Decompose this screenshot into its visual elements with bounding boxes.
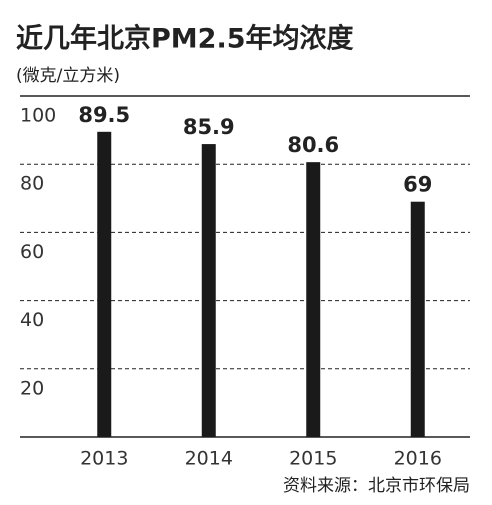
x-tick-label: 2015: [289, 448, 337, 470]
bar: [201, 144, 216, 437]
chart-title: 近几年北京PM2.5年均浓度: [16, 23, 354, 55]
value-label: 69: [403, 173, 432, 197]
y-tick-label: 100: [20, 105, 56, 127]
x-tick-label: 2016: [394, 448, 442, 470]
value-label: 85.9: [183, 115, 235, 139]
bar: [306, 162, 321, 438]
x-tick-label: 2013: [80, 448, 128, 470]
bar: [97, 131, 112, 437]
value-label: 89.5: [78, 103, 130, 127]
y-tick-label: 40: [20, 309, 44, 331]
chart-subtitle: (微克/立方米): [16, 66, 120, 86]
y-tick-label: 80: [20, 173, 44, 195]
x-tick-label: 2014: [185, 448, 233, 470]
y-tick-label: 60: [20, 241, 44, 263]
source: 资料来源：北京市环保局: [283, 476, 470, 496]
value-label: 80.6: [287, 133, 339, 157]
bar: [410, 201, 425, 437]
y-tick-label: 20: [20, 377, 44, 399]
